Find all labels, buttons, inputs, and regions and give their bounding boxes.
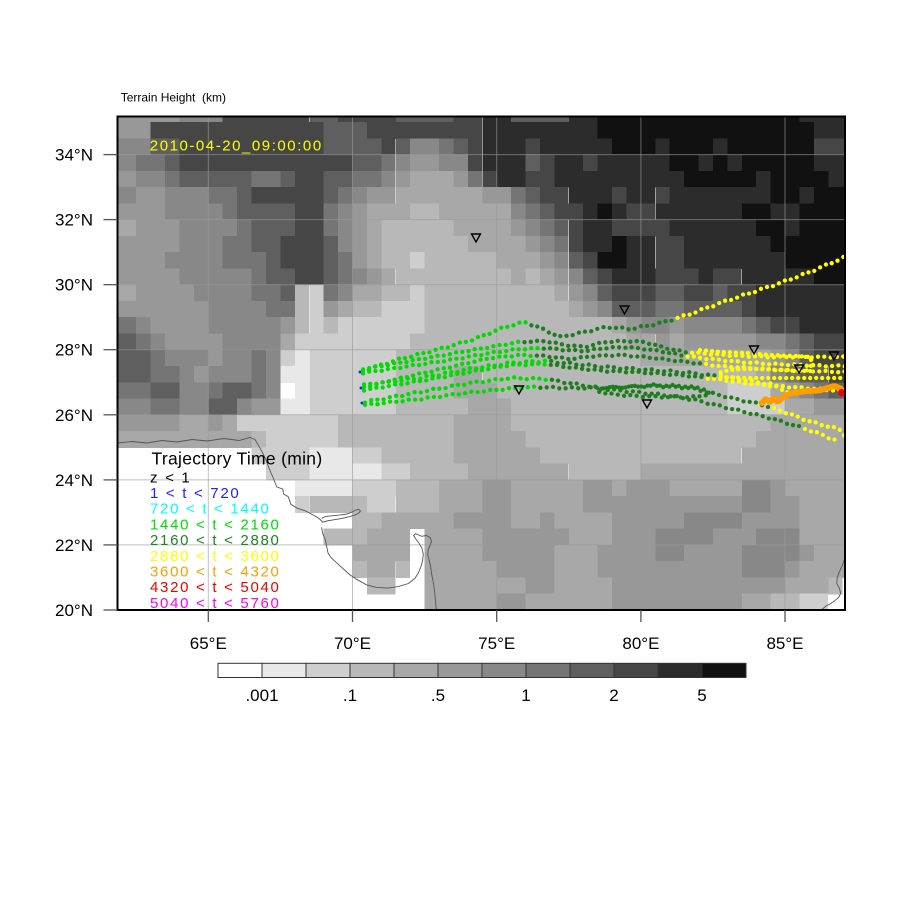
svg-text:65°E: 65°E: [190, 634, 227, 653]
svg-text:20°N: 20°N: [55, 601, 93, 620]
svg-text:5040 < t < 5760: 5040 < t < 5760: [150, 595, 281, 612]
svg-text:70°E: 70°E: [334, 634, 371, 653]
svg-text:4320 < t < 5040: 4320 < t < 5040: [150, 579, 281, 596]
svg-text:2010-04-20_09:00:00: 2010-04-20_09:00:00: [150, 137, 323, 154]
svg-text:24°N: 24°N: [55, 471, 93, 490]
svg-text:26°N: 26°N: [55, 406, 93, 425]
svg-text:28°N: 28°N: [55, 341, 93, 360]
svg-text:Terrain Height (km): Terrain Height (km): [121, 91, 226, 105]
svg-text:80°E: 80°E: [622, 634, 659, 653]
svg-text:1440 < t < 2160: 1440 < t < 2160: [150, 516, 281, 533]
svg-text:2160 < t < 2880: 2160 < t < 2880: [150, 532, 281, 549]
svg-text:2880 < t < 3600: 2880 < t < 3600: [150, 548, 281, 565]
svg-text:75°E: 75°E: [478, 634, 515, 653]
svg-text:3600 < t < 4320: 3600 < t < 4320: [150, 564, 281, 581]
svg-text:z < 1: z < 1: [150, 469, 191, 486]
svg-text:22°N: 22°N: [55, 536, 93, 555]
svg-text:.5: .5: [431, 686, 445, 705]
svg-text:2: 2: [609, 686, 618, 705]
svg-text:85°E: 85°E: [766, 634, 803, 653]
svg-text:34°N: 34°N: [55, 146, 93, 165]
svg-text:5: 5: [697, 686, 706, 705]
svg-text:32°N: 32°N: [55, 211, 93, 230]
svg-text:1: 1: [521, 686, 530, 705]
svg-text:Trajectory Time (min): Trajectory Time (min): [152, 449, 323, 469]
svg-text:.001: .001: [245, 686, 278, 705]
svg-text:.1: .1: [343, 686, 357, 705]
svg-text:30°N: 30°N: [55, 276, 93, 295]
svg-text:720 < t < 1440: 720 < t < 1440: [150, 501, 271, 518]
svg-text:1 < t < 720: 1 < t < 720: [150, 485, 240, 502]
